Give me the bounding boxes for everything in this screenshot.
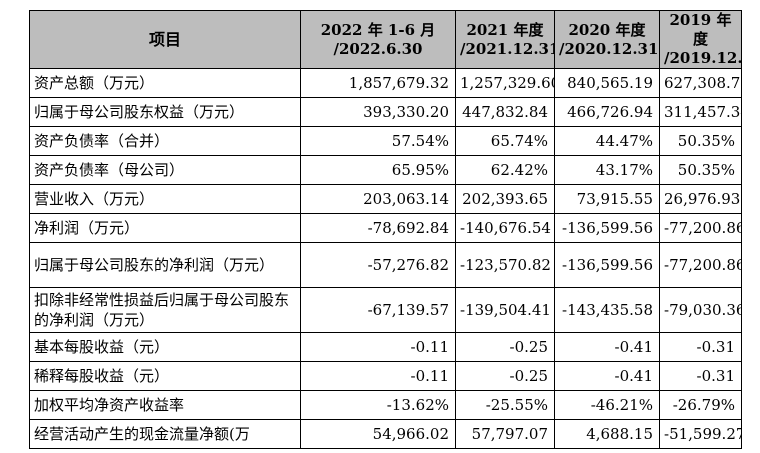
cell-2019: -26.79% — [659, 390, 742, 420]
cell-2021: -0.25 — [455, 332, 555, 362]
cell-2020: -136,599.56 — [554, 213, 660, 243]
row-label: 加权平均净资产收益率 — [29, 390, 301, 420]
cell-2019: -0.31 — [659, 361, 742, 391]
cell-2022h1: 57.54% — [300, 126, 456, 156]
header-2020-line1: 2020 年度 — [568, 20, 646, 39]
cell-2021: 447,832.84 — [455, 97, 555, 127]
cell-2021: 65.74% — [455, 126, 555, 156]
table-header: 项目 2022 年 1-6 月/2022.6.30 2021 年度/2021.1… — [29, 10, 742, 69]
cell-2021: -123,570.82 — [455, 242, 555, 288]
cell-2022h1: -67,139.57 — [300, 287, 456, 333]
cell-2020: -46.21% — [554, 390, 660, 420]
cell-2022h1: -13.62% — [300, 390, 456, 420]
cell-2021: 1,257,329.60 — [455, 68, 555, 98]
header-2019: 2019 年度/2019.12.31 — [659, 10, 742, 69]
table-row: 净利润（万元） -78,692.84 -140,676.54 -136,599.… — [29, 213, 742, 243]
row-label: 资产负债率（合并） — [29, 126, 301, 156]
cell-2022h1: 54,966.02 — [300, 419, 456, 449]
cell-2022h1: -0.11 — [300, 361, 456, 391]
cell-2022h1: -78,692.84 — [300, 213, 456, 243]
header-2022h1: 2022 年 1-6 月/2022.6.30 — [300, 10, 456, 69]
table-row: 资产负债率（母公司） 65.95% 62.42% 43.17% 50.35% — [29, 155, 742, 185]
cell-2020: -0.41 — [554, 332, 660, 362]
table-row: 归属于母公司股东权益（万元） 393,330.20 447,832.84 466… — [29, 97, 742, 127]
cell-2019: -77,200.86 — [659, 242, 742, 288]
table-row: 资产总额（万元） 1,857,679.32 1,257,329.60 840,5… — [29, 68, 742, 98]
cell-2019: 311,457.34 — [659, 97, 742, 127]
cell-2022h1: 1,857,679.32 — [300, 68, 456, 98]
cell-2021: -0.25 — [455, 361, 555, 391]
header-2020-line2: /2020.12.31 — [559, 39, 659, 58]
cell-2020: 43.17% — [554, 155, 660, 185]
row-label: 归属于母公司股东的净利润（万元） — [29, 242, 301, 288]
header-2022h1-line1: 2022 年 1-6 月 — [320, 20, 436, 39]
row-label: 资产总额（万元） — [29, 68, 301, 98]
row-label: 归属于母公司股东权益（万元） — [29, 97, 301, 127]
cell-2021: 57,797.07 — [455, 419, 555, 449]
cell-2020: -0.41 — [554, 361, 660, 391]
row-label: 稀释每股收益（元） — [29, 361, 301, 391]
cell-2019: 50.35% — [659, 126, 742, 156]
cell-2022h1: -0.11 — [300, 332, 456, 362]
cell-2020: 466,726.94 — [554, 97, 660, 127]
header-item: 项目 — [29, 10, 301, 69]
cell-2022h1: -57,276.82 — [300, 242, 456, 288]
cell-2021: -140,676.54 — [455, 213, 555, 243]
header-2021-line2: /2021.12.31 — [460, 39, 555, 58]
table-row: 归属于母公司股东的净利润（万元） -57,276.82 -123,570.82 … — [29, 242, 742, 288]
header-2021-line1: 2021 年度 — [466, 20, 544, 39]
cell-2021: 62.42% — [455, 155, 555, 185]
cell-2022h1: 393,330.20 — [300, 97, 456, 127]
row-label: 资产负债率（母公司） — [29, 155, 301, 185]
header-2020: 2020 年度/2020.12.31 — [554, 10, 660, 69]
table-row: 加权平均净资产收益率 -13.62% -25.55% -46.21% -26.7… — [29, 390, 742, 420]
cell-2019: 627,308.79 — [659, 68, 742, 98]
financial-summary-table: 项目 2022 年 1-6 月/2022.6.30 2021 年度/2021.1… — [29, 10, 742, 449]
cell-2021: -139,504.41 — [455, 287, 555, 333]
cell-2021: 202,393.65 — [455, 184, 555, 214]
row-label: 营业收入（万元） — [29, 184, 301, 214]
cell-2020: 44.47% — [554, 126, 660, 156]
table-body: 资产总额（万元） 1,857,679.32 1,257,329.60 840,5… — [29, 68, 742, 449]
header-2019-line2: /2019.12.31 — [664, 49, 741, 67]
cell-2020: 840,565.19 — [554, 68, 660, 98]
cell-2021: -25.55% — [455, 390, 555, 420]
cell-2019: -51,599.27 — [659, 419, 742, 449]
header-2022h1-line2: /2022.6.30 — [333, 39, 423, 58]
cell-2020: 73,915.55 — [554, 184, 660, 214]
cell-2019: 50.35% — [659, 155, 742, 185]
cell-2020: 4,688.15 — [554, 419, 660, 449]
table-row: 稀释每股收益（元） -0.11 -0.25 -0.41 -0.31 — [29, 361, 742, 391]
cell-2019: -79,030.36 — [659, 287, 742, 333]
header-2021: 2021 年度/2021.12.31 — [455, 10, 555, 69]
cell-2019: 26,976.93 — [659, 184, 742, 214]
header-2019-line1: 2019 年度 — [669, 11, 732, 49]
row-label: 基本每股收益（元） — [29, 332, 301, 362]
cell-2020: -136,599.56 — [554, 242, 660, 288]
header-item-label: 项目 — [148, 30, 181, 49]
financial-summary-table-container: 项目 2022 年 1-6 月/2022.6.30 2021 年度/2021.1… — [29, 10, 742, 449]
header-row: 项目 2022 年 1-6 月/2022.6.30 2021 年度/2021.1… — [29, 10, 742, 69]
table-row: 资产负债率（合并） 57.54% 65.74% 44.47% 50.35% — [29, 126, 742, 156]
cell-2022h1: 203,063.14 — [300, 184, 456, 214]
row-label: 净利润（万元） — [29, 213, 301, 243]
table-row: 扣除非经常性损益后归属于母公司股东的净利润（万元） -67,139.57 -13… — [29, 287, 742, 333]
cell-2019: -77,200.86 — [659, 213, 742, 243]
cell-2019: -0.31 — [659, 332, 742, 362]
table-row: 基本每股收益（元） -0.11 -0.25 -0.41 -0.31 — [29, 332, 742, 362]
row-label: 扣除非经常性损益后归属于母公司股东的净利润（万元） — [29, 287, 301, 333]
cell-2020: -143,435.58 — [554, 287, 660, 333]
cell-2022h1: 65.95% — [300, 155, 456, 185]
table-row: 经营活动产生的现金流量净额(万 54,966.02 57,797.07 4,68… — [29, 419, 742, 449]
table-row: 营业收入（万元） 203,063.14 202,393.65 73,915.55… — [29, 184, 742, 214]
row-label: 经营活动产生的现金流量净额(万 — [29, 419, 301, 449]
